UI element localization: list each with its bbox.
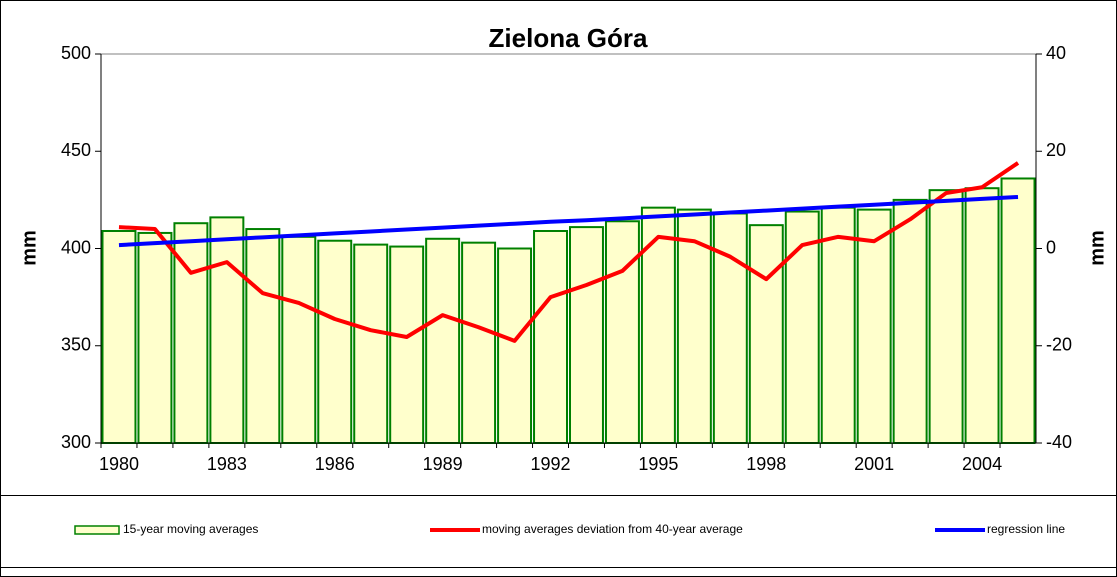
bar — [569, 226, 604, 444]
bar — [317, 239, 353, 444]
bar — [784, 210, 820, 444]
x-tick-label: 1986 — [315, 454, 355, 474]
line — [118, 194, 1019, 248]
bar — [353, 243, 389, 444]
y-tick-label: 450 — [61, 140, 91, 160]
x-tick-label: 1989 — [423, 454, 463, 474]
y-tick-label: 300 — [61, 432, 91, 452]
bar — [820, 206, 856, 444]
bar — [209, 216, 245, 444]
bar — [964, 187, 1000, 444]
bar — [892, 198, 928, 444]
bar — [604, 220, 640, 444]
x-tick-label: 2004 — [962, 454, 1002, 474]
bar — [748, 224, 784, 444]
bar — [1000, 177, 1036, 444]
chart-title: Zielona Góra — [489, 23, 648, 53]
x-tick-label: 2001 — [854, 454, 894, 474]
x-tick-label: 1980 — [99, 454, 139, 474]
bar — [928, 189, 964, 444]
y2-axis-title: mm — [1086, 230, 1108, 266]
y2-tick-label: 40 — [1046, 43, 1066, 63]
y-tick-label: 400 — [61, 237, 91, 257]
bar — [137, 231, 173, 444]
y2-tick-label: -40 — [1046, 432, 1072, 452]
bar — [640, 206, 676, 444]
y-tick-label: 500 — [61, 43, 91, 63]
legend-marker — [74, 525, 120, 535]
y2-tick-label: 20 — [1046, 140, 1066, 160]
legend-label: regression line — [987, 522, 1065, 536]
x-tick-label: 1983 — [207, 454, 247, 474]
bar — [497, 247, 533, 444]
bar — [533, 229, 568, 444]
bar — [712, 212, 748, 444]
x-tick-label: 1995 — [638, 454, 678, 474]
bar — [425, 237, 461, 444]
bar — [101, 229, 137, 444]
bar — [856, 208, 892, 444]
legend-label: moving averages deviation from 40-year a… — [482, 522, 743, 536]
y-tick-label: 350 — [61, 335, 91, 355]
bar — [389, 245, 425, 444]
bar — [245, 228, 281, 444]
x-tick-label: 1992 — [530, 454, 570, 474]
line — [118, 161, 1020, 343]
x-tick-label: 1998 — [746, 454, 786, 474]
legend-label: 15-year moving averages — [123, 522, 258, 536]
y2-tick-label: -20 — [1046, 335, 1072, 355]
legend-box — [0, 495, 1117, 568]
bar — [461, 241, 497, 444]
y2-tick-label: 0 — [1046, 237, 1056, 257]
bar — [281, 235, 317, 444]
y-axis-title: mm — [18, 230, 40, 266]
